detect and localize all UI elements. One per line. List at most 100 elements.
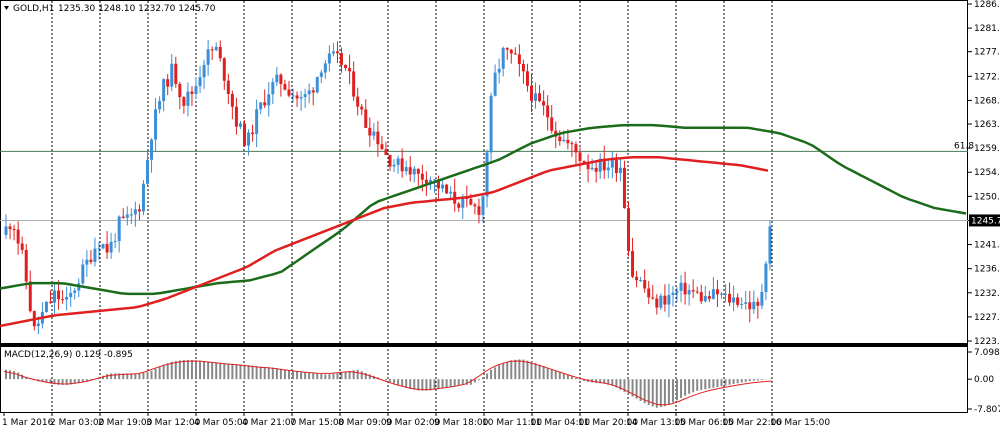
candle-body: [275, 74, 279, 83]
candle-body: [707, 296, 711, 299]
price-tick-label: 1241.20: [974, 241, 1000, 251]
candle-body: [719, 293, 723, 295]
candle-body: [416, 168, 420, 174]
time-tick-label: 14 Mar 13:00: [626, 418, 686, 428]
horizontal-lines: 61.8: [0, 141, 974, 221]
candle-body: [158, 101, 162, 110]
candle-body: [16, 229, 20, 244]
candle-body: [441, 184, 445, 189]
candle-body: [137, 209, 141, 212]
candle-body: [457, 203, 461, 208]
candle-body: [12, 229, 16, 231]
candle-body: [760, 291, 764, 306]
candle-body: [715, 289, 719, 295]
candle-body: [234, 106, 238, 127]
candle-body: [631, 251, 635, 277]
candle-body: [699, 292, 703, 302]
candle-body: [360, 106, 364, 110]
candle-body: [319, 72, 323, 77]
macd-axis: 7.098 0.00 -7.807: [968, 348, 1000, 415]
time-tick-label: 11 Mar 20:00: [578, 418, 638, 428]
candle-body: [186, 91, 190, 106]
candle-body: [372, 131, 376, 136]
candle-body: [602, 158, 606, 171]
candle-body: [695, 291, 699, 293]
candle-body: [647, 288, 651, 298]
price-tick-label: 1263.70: [974, 120, 1000, 130]
candle-body: [303, 94, 307, 97]
candle-body: [489, 95, 493, 153]
candle-body: [582, 161, 586, 164]
candle-body: [327, 53, 331, 64]
candle-body: [534, 93, 538, 101]
candle-body: [622, 167, 626, 209]
candle-body: [586, 163, 590, 170]
candle-body: [525, 71, 529, 86]
candle-body: [566, 139, 570, 144]
fib-618-label: 61.8: [954, 141, 974, 151]
candle-body: [469, 198, 473, 205]
candle-body: [614, 160, 618, 174]
price-tick-label: 1250.20: [974, 192, 1000, 202]
candle-body: [8, 226, 12, 230]
candle-body: [481, 196, 485, 215]
price-tags: 1245.70: [969, 214, 1000, 227]
candle-body: [635, 276, 639, 281]
candle-body: [117, 216, 121, 242]
candle-body: [166, 79, 170, 87]
candle-body: [376, 131, 380, 145]
candles: [4, 39, 772, 335]
candle-body: [348, 68, 352, 72]
candle-body: [291, 95, 295, 97]
candle-body: [420, 173, 424, 180]
candle-body: [493, 72, 497, 96]
candle-body: [424, 179, 428, 184]
candle-body: [295, 95, 299, 99]
candle-body: [445, 184, 449, 194]
candle-body: [744, 302, 748, 304]
candle-body: [550, 117, 554, 131]
time-tick-label: 10 Mar 11:00: [482, 418, 542, 428]
candle-body: [517, 54, 521, 64]
candle-body: [65, 297, 69, 300]
candle-body: [121, 216, 125, 218]
candle-body: [671, 292, 675, 296]
ohlc-label: 1235.30 1248.10 1232.70 1245.70: [58, 4, 216, 14]
candle-body: [222, 58, 226, 81]
candle-body: [133, 209, 137, 215]
candle-body: [243, 123, 247, 146]
candle-body: [651, 297, 655, 299]
collapse-arrow-icon[interactable]: [4, 6, 9, 10]
candle-body: [182, 97, 186, 106]
candle-body: [69, 292, 73, 298]
candle-body: [53, 290, 57, 303]
candle-body: [384, 149, 388, 155]
candle-body: [570, 143, 574, 145]
candle-body: [501, 48, 505, 69]
candle-body: [315, 76, 319, 93]
candle-body: [408, 167, 412, 175]
candle-body: [267, 94, 271, 106]
price-tick-label: 1254.70: [974, 168, 1000, 178]
candle-body: [141, 183, 145, 212]
candle-body: [752, 301, 756, 310]
candle-body: [210, 49, 214, 51]
candle-body: [606, 167, 610, 171]
candle-body: [174, 63, 178, 84]
candle-body: [574, 144, 578, 153]
ma-fast-line: [0, 123, 967, 296]
candle-body: [340, 53, 344, 65]
candle-body: [247, 132, 251, 146]
candle-body: [287, 89, 291, 96]
candle-body: [323, 63, 327, 73]
time-tick-label: 4 Mar 21:00: [242, 418, 297, 428]
candle-body: [477, 206, 481, 215]
macd-histogram: [3, 359, 773, 408]
candle-body: [44, 301, 48, 312]
candle-body: [562, 139, 566, 142]
candle-body: [101, 244, 105, 249]
candle-body: [4, 226, 8, 235]
candle-body: [768, 226, 772, 264]
